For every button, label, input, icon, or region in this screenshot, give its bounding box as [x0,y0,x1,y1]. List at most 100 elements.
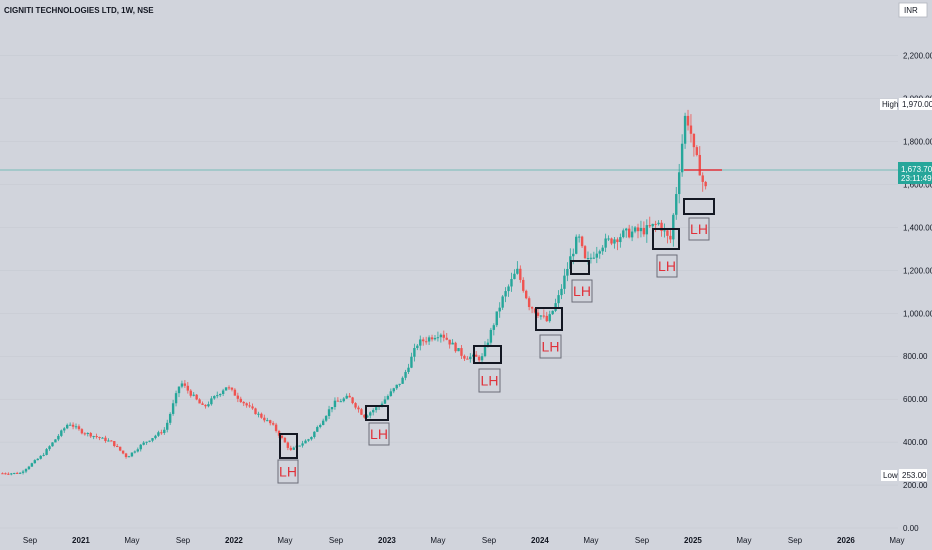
lh-label: LH [542,339,560,355]
candle-body [522,279,525,291]
candle-body [683,115,687,144]
candle-body [124,453,128,458]
x-tick-label: Sep [635,536,650,545]
lh-label-box [478,368,501,393]
y-tick-label: 400.00 [903,438,928,447]
candle-body [24,469,28,472]
candle-body [18,472,22,474]
x-tick-label: Sep [788,536,803,545]
x-tick-label: May [889,536,904,545]
candle-body [586,258,590,260]
candle-body [260,413,263,418]
candle-body [589,257,593,259]
x-tick-label: 2023 [378,536,396,545]
y-tick-label: 1,200.00 [903,266,932,275]
candle-body [210,398,213,405]
lh-label-box [656,254,678,278]
candle-body [495,311,498,326]
candle-body [251,406,254,409]
candle-body [616,239,619,243]
candle-body [416,345,419,349]
y-tick-label: 1,600.00 [903,180,932,189]
candle-body [392,388,395,392]
y-tick-label: 2,200.00 [903,52,932,61]
candle-body [395,384,398,389]
candle-body [360,409,363,415]
candle-body [10,473,13,475]
candle-body [639,227,643,232]
candle-body [610,238,613,244]
candle-body [663,230,666,232]
candle-body [519,268,522,280]
candle-body [433,337,437,340]
lh-label-box [539,334,562,359]
lh-label: LH [370,426,388,442]
candle-body [374,407,378,411]
candle-body [383,399,387,404]
last-price-tag [898,162,932,184]
x-tick-label: 2024 [531,536,549,545]
currency-button[interactable] [898,2,928,18]
candle-body [466,358,469,360]
candle-body [672,214,675,240]
candle-body [607,238,610,240]
x-tick-label: Sep [329,536,344,545]
candle-body [307,439,310,441]
candle-body [330,406,334,410]
candle-body [286,442,290,448]
candle-body [669,235,672,240]
candle-body [233,389,237,396]
candle-body [448,339,451,345]
chart-title: CIGNITI TECHNOLOGIES LTD, 1W, NSE [4,6,154,15]
candle-body [269,420,272,424]
high-label-tag [880,99,897,110]
candle-body [36,458,39,461]
high-value-tag [899,98,932,110]
y-tick-label: 800.00 [903,352,928,361]
candle-body [689,125,693,134]
candle-body [27,466,31,470]
candle-body [245,403,248,406]
candle-body [572,253,575,257]
lh-label-box [277,459,299,484]
candle-body [442,334,446,338]
lh-label: LH [481,373,499,389]
candle-body [104,437,107,442]
x-axis: Sep 2021 May Sep 2022 May Sep 2023 May Sep 2024 May… [23,536,905,545]
candle-body [580,236,584,247]
candle-body [319,425,322,428]
candle-body [121,450,125,454]
candle-body [86,433,89,435]
candle-body [348,395,351,398]
candle-body [289,447,293,450]
x-tick-label: 2021 [72,536,90,545]
candle-body [704,181,707,187]
candle-body [351,397,354,404]
x-tick-label: 2026 [837,536,855,545]
candle-body [263,417,266,421]
x-tick-label: May [277,536,292,545]
candle-body [60,430,63,436]
lh-label: LH [279,464,297,480]
candle-body [254,408,257,415]
candle-body [357,407,360,410]
candle-body [675,194,678,215]
candle-body [95,436,98,438]
candle-body [113,441,116,447]
candle-body [1,473,4,475]
candle-body [563,275,566,289]
candle-body [92,436,95,438]
candle-body [371,410,375,413]
candle-body [366,415,369,418]
candle-body [301,443,304,446]
swing-low-box [570,260,590,275]
candle-body [386,395,390,400]
candle-body [345,395,348,399]
candle-body [651,223,654,227]
candle-body [77,426,81,430]
candle-body [74,426,78,428]
last-price-value: 1,673.70 [901,165,932,174]
candle-body [457,348,460,352]
